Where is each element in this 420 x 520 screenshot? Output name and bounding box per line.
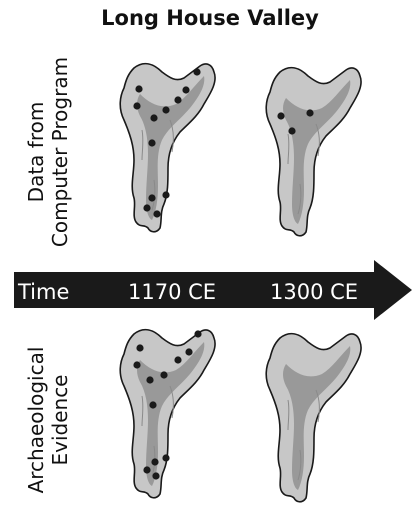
settlement-dot bbox=[174, 356, 182, 364]
settlement-dot bbox=[174, 96, 182, 104]
valley-map-archaeological-1170 bbox=[119, 328, 216, 499]
valley-map-archaeological-1300 bbox=[265, 332, 362, 503]
settlement-dot bbox=[160, 371, 168, 379]
settlement-dot bbox=[194, 330, 202, 338]
valley-map-computer-1170 bbox=[119, 62, 216, 233]
settlement-dot bbox=[182, 86, 190, 94]
valley-map-computer-1300 bbox=[265, 66, 362, 237]
settlement-dot bbox=[146, 376, 154, 384]
time-label: Time bbox=[17, 280, 69, 304]
time-arrow: Time 1170 CE 1300 CE bbox=[14, 260, 412, 320]
settlement-dot bbox=[133, 361, 141, 369]
settlement-dot bbox=[162, 191, 170, 199]
settlement-dot bbox=[306, 109, 314, 117]
settlement-dot bbox=[136, 344, 144, 352]
settlement-dot bbox=[153, 210, 161, 218]
settlement-dot bbox=[162, 106, 170, 114]
period-label-1300: 1300 CE bbox=[270, 280, 358, 304]
settlement-dot bbox=[143, 204, 151, 212]
settlement-dot bbox=[148, 139, 156, 147]
settlement-dot bbox=[150, 114, 158, 122]
diagram-title: Long House Valley bbox=[101, 6, 319, 30]
settlement-dot bbox=[162, 454, 170, 462]
settlement-dot bbox=[277, 112, 285, 120]
settlement-dot bbox=[148, 194, 156, 202]
settlement-dot bbox=[135, 85, 143, 93]
settlement-dot bbox=[152, 472, 160, 480]
settlement-dot bbox=[288, 127, 296, 135]
settlement-dot bbox=[193, 68, 201, 76]
period-label-1170: 1170 CE bbox=[128, 280, 216, 304]
settlement-dot bbox=[149, 401, 157, 409]
settlement-dot bbox=[133, 102, 141, 110]
settlement-dot bbox=[185, 348, 193, 356]
settlement-dot bbox=[143, 466, 151, 474]
settlement-dot bbox=[151, 458, 159, 466]
